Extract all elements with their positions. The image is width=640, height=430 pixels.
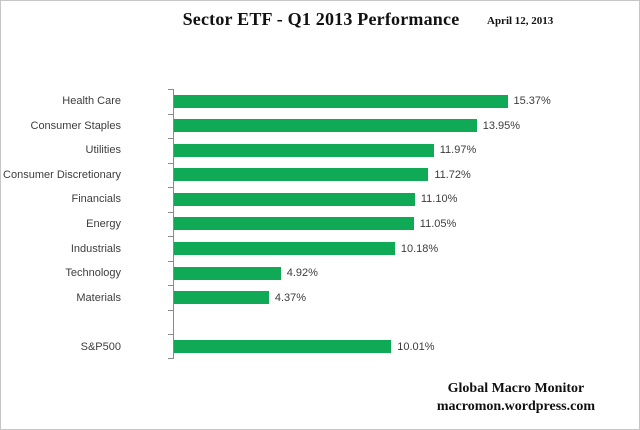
bar-value-label: 15.37% [513,95,551,108]
chart-row: 15.37% [174,89,608,114]
bar-value-label: 10.01% [397,340,435,353]
bar-value-label: 13.95% [482,119,521,132]
attribution-line1: Global Macro Monitor [447,381,585,396]
axis-tick [168,89,173,90]
chart-row: 10.01% [174,334,608,359]
category-label [1,310,121,335]
category-label: Consumer Discretionary [3,168,121,181]
category-label: Industrials [70,242,121,255]
bar [174,143,434,157]
attribution-line2: macromon.wordpress.com [436,398,595,414]
axis-tick [168,163,173,164]
axis-tick [168,261,173,262]
bar-rows: 15.37% 13.95% 11.97% 11.72% 11.10% 11.05% 10.1… [174,89,608,359]
axis-tick [168,310,173,311]
bar-value-label: 11.97% [439,144,477,157]
category-label: Energy [86,217,121,230]
bar-value-label: 11.10% [420,193,458,206]
category-label: Materials [76,291,121,304]
axis-tick [168,285,173,286]
category-label: Technology [65,267,121,280]
axis-tick [168,334,173,335]
axis-tick [168,236,173,237]
chart-row: 11.05% [174,212,608,237]
category-label: Financials [71,193,121,206]
bar-value-label: 11.05% [419,217,457,230]
chart-row: 13.95% [174,114,608,139]
axis-tick [168,187,173,188]
bar [174,192,415,206]
bar-value-label: 10.18% [400,242,439,255]
bar [174,168,429,182]
axis-tick [168,358,173,359]
category-label: S&P500 [80,340,121,353]
bar [174,266,281,280]
bar-value-label: 4.92% [286,267,318,280]
chart-date: April 12, 2013 [487,15,554,27]
chart-row: 11.10% [174,187,608,212]
bar [174,340,392,354]
category-label: Health Care [62,95,121,108]
bar [174,242,395,256]
bar [174,291,269,305]
category-label: Consumer Staples [30,119,122,132]
bar-value-label: 4.37% [274,291,307,304]
chart-row: 11.97% [174,138,608,163]
bar [174,119,477,133]
category-axis-line [173,89,174,359]
bar [174,217,414,231]
chart-title: Sector ETF - Q1 2013 Performance [182,9,460,29]
bar [174,94,508,108]
chart-row: 11.72% [174,163,608,188]
attribution: Global Macro Monitor macromon.wordpress.… [437,380,595,416]
axis-tick [168,138,173,139]
chart-row: 10.18% [174,236,608,261]
bar-value-label: 11.72% [434,168,471,181]
axis-tick [168,212,173,213]
chart-row: 4.37% [174,285,608,310]
category-label: Utilities [85,144,121,157]
axis-tick [168,114,173,115]
plot-area: Health Care Consumer Staples Utilities Cons… [1,89,639,359]
category-labels: Health Care Consumer Staples Utilities Cons… [1,89,121,359]
chart-row: 4.92% [174,261,608,286]
